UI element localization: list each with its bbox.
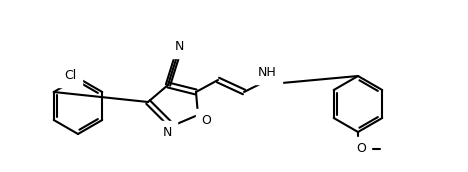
Text: N: N (162, 126, 172, 139)
Text: NH: NH (257, 66, 277, 78)
Text: Cl: Cl (64, 68, 76, 82)
Text: N: N (174, 40, 183, 52)
Text: O: O (201, 115, 211, 127)
Text: O: O (356, 142, 366, 155)
